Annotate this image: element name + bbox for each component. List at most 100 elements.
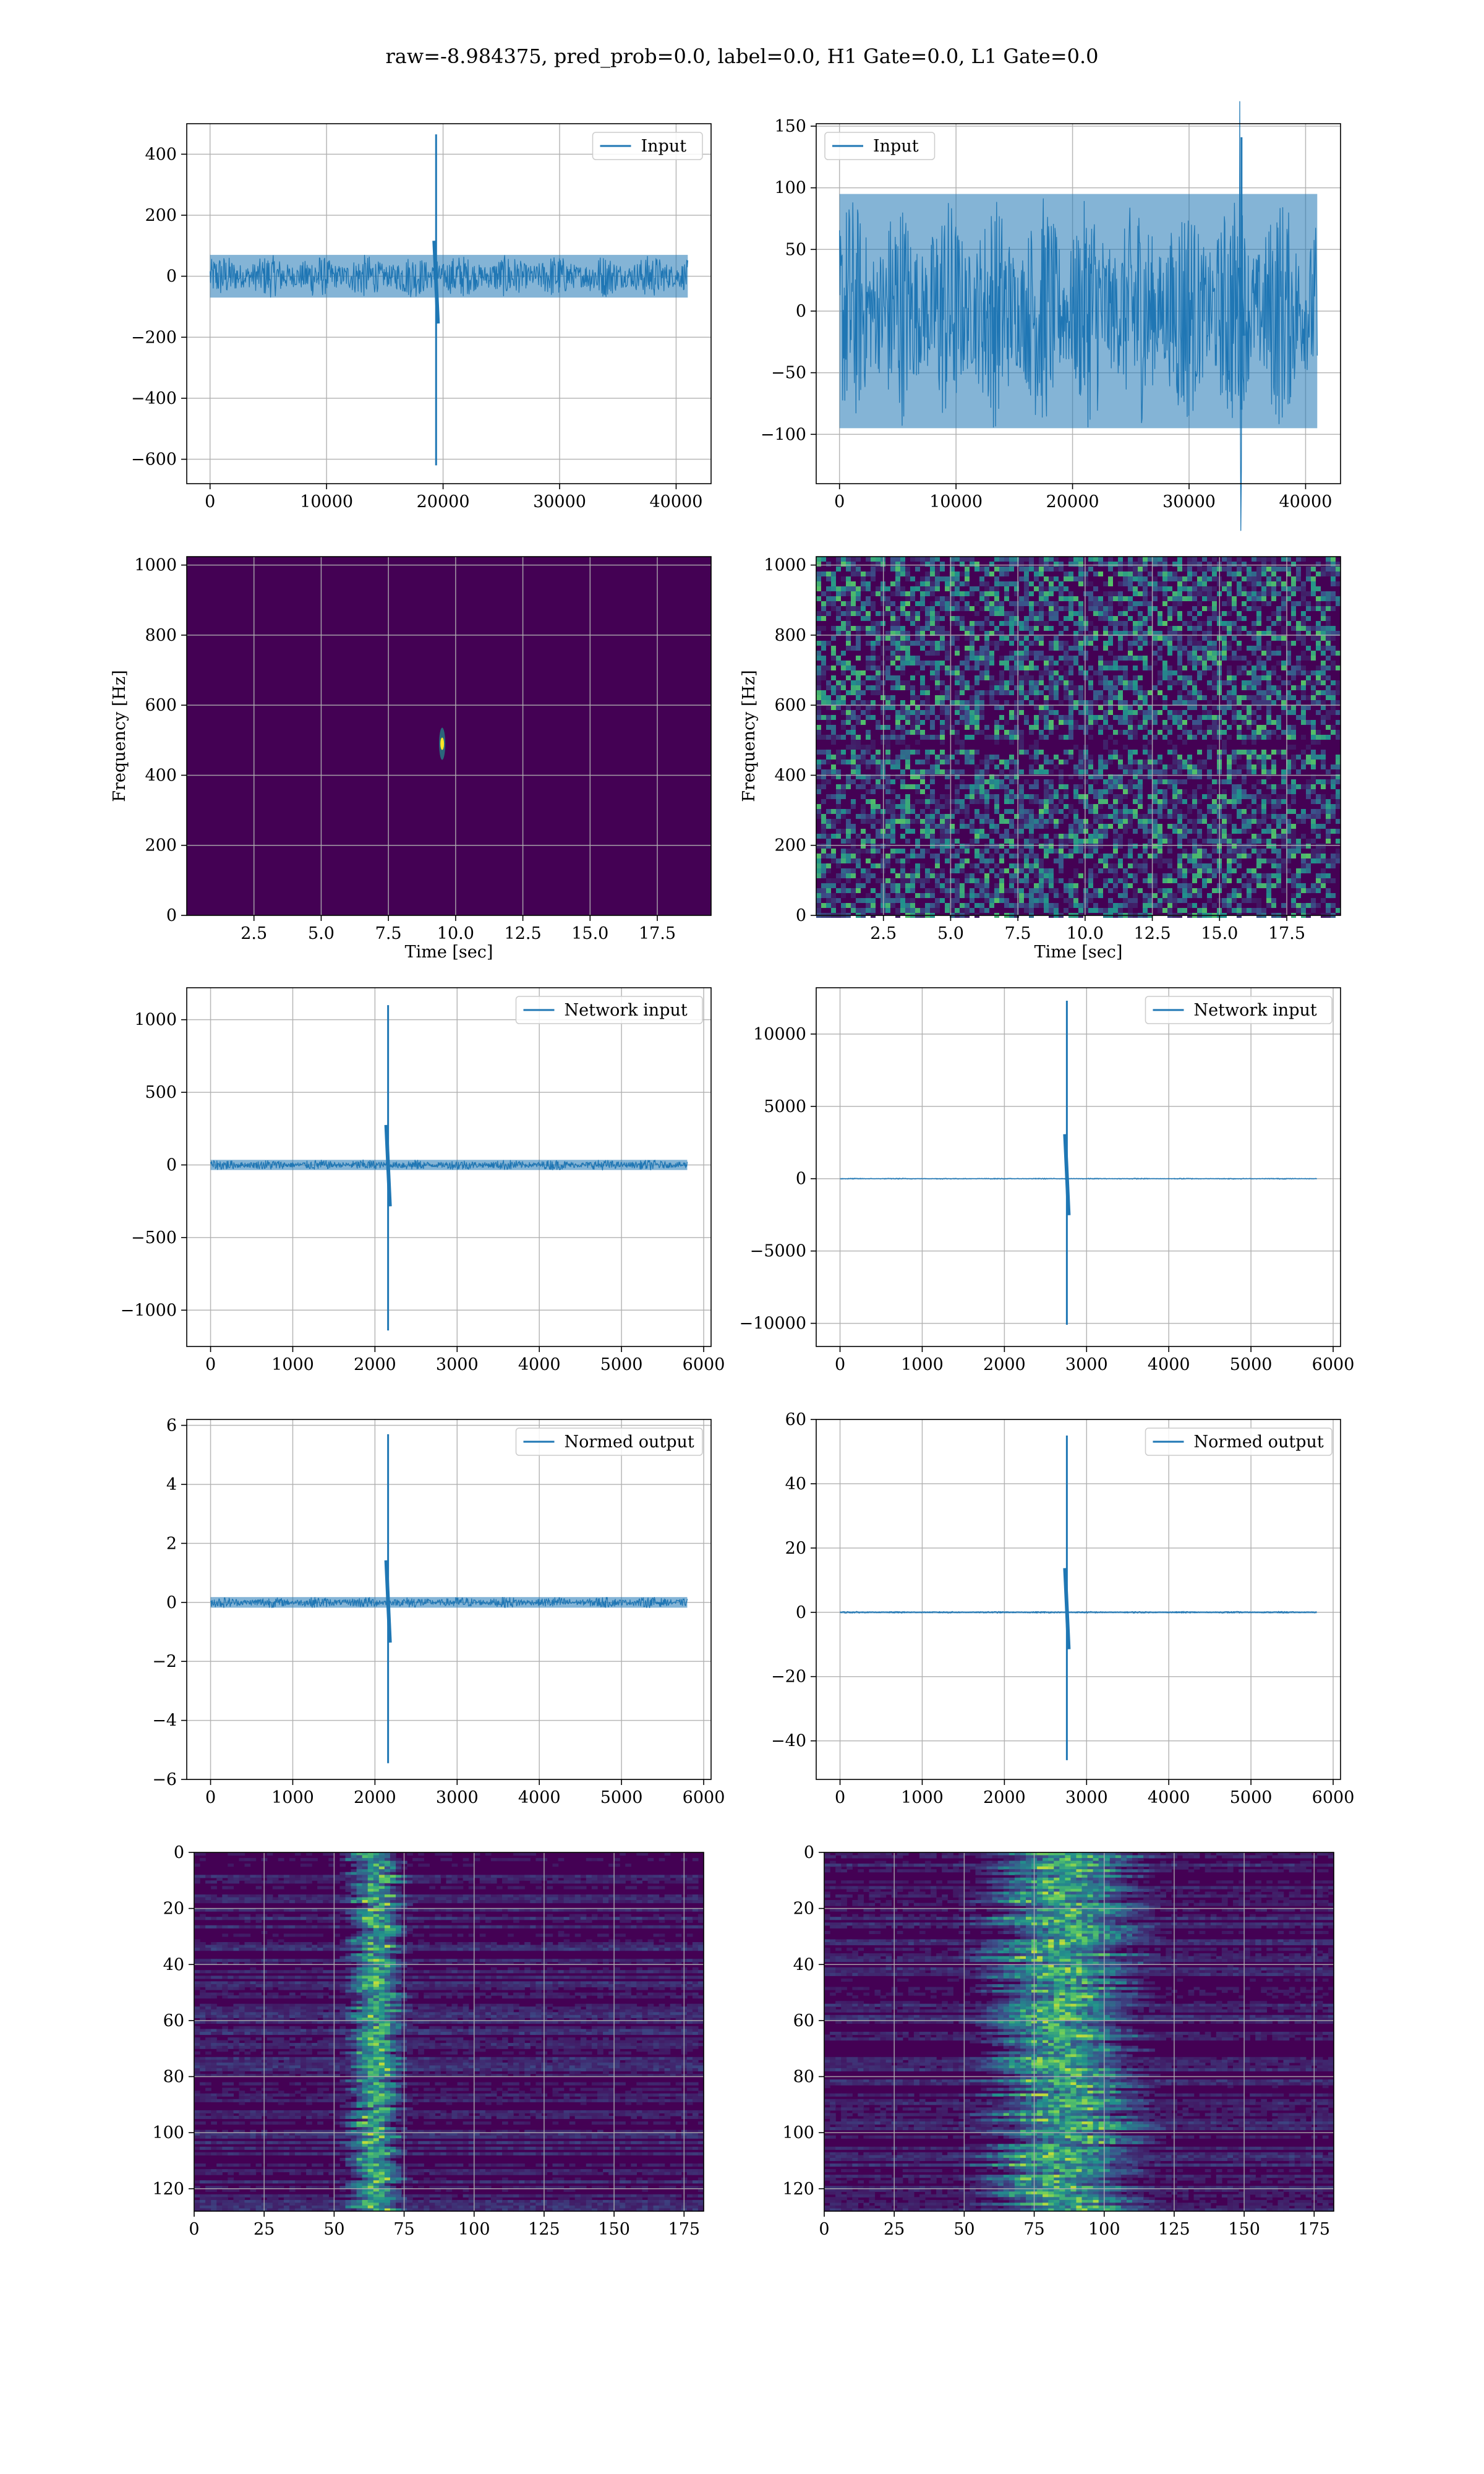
- spectrogram-right-heatmap-cell: [876, 567, 881, 571]
- spectrogram-right-heatmap-cell: [1138, 710, 1143, 715]
- spectrogram-right-heatmap-cell: [1108, 695, 1113, 700]
- spectrogram-right-heatmap-cell: [1202, 557, 1207, 562]
- spectrogram-right-heatmap-cell: [940, 705, 945, 710]
- spectrogram-right-heatmap-cell: [1167, 824, 1172, 829]
- spectrogram-right-heatmap-cell: [945, 641, 950, 646]
- spectrogram-right-heatmap-cell: [1064, 626, 1068, 631]
- spectrogram-right-heatmap-cell: [1331, 903, 1336, 908]
- spectrogram-right-heatmap-cell: [900, 730, 905, 735]
- spectrogram-right-heatmap-cell: [1162, 675, 1167, 680]
- spectrogram-right-heatmap-cell: [1172, 750, 1177, 755]
- spectrogram-right-heatmap-cell: [940, 562, 945, 567]
- spectrogram-right-heatmap-cell: [1247, 680, 1252, 685]
- spectrogram-right-heatmap-cell: [1271, 730, 1276, 735]
- spectrogram-right-heatmap-cell: [1212, 873, 1217, 878]
- input-right-ytick-label-4: 100: [774, 179, 806, 198]
- spectrogram-right-heatmap-cell: [925, 908, 930, 913]
- spectrogram-right-heatmap-cell: [1083, 745, 1088, 750]
- spectrogram-right-heatmap-cell: [1128, 824, 1133, 829]
- spectrogram-right-heatmap-cell: [1247, 794, 1252, 799]
- spectrogram-right-heatmap-cell: [1019, 863, 1024, 868]
- spectrogram-right-heatmap-cell: [994, 586, 999, 591]
- spectrogram-right-heatmap-cell: [866, 715, 871, 720]
- spectrogram-right-heatmap-cell: [1271, 809, 1276, 814]
- spectrogram-right-heatmap-cell: [1321, 646, 1326, 651]
- spectrogram-right-heatmap-cell: [1024, 690, 1029, 695]
- spectrogram-right-heatmap-cell: [905, 794, 910, 799]
- spectrogram-right-heatmap-cell: [970, 557, 974, 562]
- spectrogram-right-heatmap-cell: [1192, 690, 1197, 695]
- spectrogram-right-heatmap-cell: [890, 868, 895, 873]
- spectrogram-right-heatmap-cell: [861, 873, 866, 878]
- spectrogram-right-heatmap-cell: [885, 725, 890, 730]
- spectrogram-right-heatmap-cell: [1162, 586, 1167, 591]
- spectrogram-right-heatmap-cell: [1083, 888, 1088, 893]
- network-input-right-legend: Network input: [1145, 996, 1333, 1024]
- spectrogram-right-heatmap-cell: [925, 661, 930, 666]
- spectrogram-right-heatmap-cell: [1029, 844, 1034, 849]
- spectrogram-right-heatmap-cell: [979, 908, 984, 913]
- spectrogram-right-heatmap-cell: [1019, 878, 1024, 883]
- spectrogram-right-heatmap-cell: [1281, 616, 1286, 621]
- spectrogram-right-heatmap-cell: [1093, 819, 1098, 824]
- spectrogram-right-heatmap-cell: [816, 685, 821, 690]
- spectrogram-right-heatmap-cell: [1024, 675, 1029, 680]
- spectrogram-right-heatmap-cell: [1321, 700, 1326, 705]
- spectrogram-right-heatmap-cell: [1138, 769, 1143, 774]
- spectrogram-right-heatmap-cell: [1261, 562, 1266, 567]
- spectrogram-right-heatmap-cell: [1271, 883, 1276, 888]
- spectrogram-right-heatmap-cell: [841, 883, 846, 888]
- spectrogram-right-heatmap-cell: [1044, 804, 1049, 809]
- spectrogram-right-heatmap-cell: [979, 656, 984, 661]
- spectrogram-right-heatmap-cell: [1088, 700, 1093, 705]
- spectrogram-right-heatmap-cell: [1281, 661, 1286, 666]
- spectrogram-right-heatmap-cell: [930, 868, 935, 873]
- spectrogram-right-heatmap-cell: [925, 814, 930, 819]
- spectrogram-right-heatmap-cell: [994, 755, 999, 760]
- spectrogram-right-heatmap-cell: [900, 661, 905, 666]
- spectrogram-right-heatmap-cell: [1118, 794, 1123, 799]
- spectrogram-right-heatmap-cell: [994, 646, 999, 651]
- spectrogram-right-heatmap-cell: [885, 740, 890, 745]
- spectrogram-right-heatmap-cell: [1167, 834, 1172, 839]
- spectrogram-right-heatmap-cell: [970, 888, 974, 893]
- spectrogram-right-heatmap-cell: [1078, 646, 1083, 651]
- spectrogram-right-heatmap-cell: [1321, 755, 1326, 760]
- spectrogram-right-heatmap-cell: [1044, 586, 1049, 591]
- spectrogram-right-heatmap-cell: [1059, 858, 1064, 863]
- spectrogram-right-heatmap-cell: [1098, 789, 1103, 794]
- spectrogram-right-heatmap-cell: [1237, 878, 1242, 883]
- spectrogram-right-heatmap-cell: [841, 661, 846, 666]
- spectrogram-right-heatmap-cell: [1237, 641, 1242, 646]
- spectrogram-right-heatmap-cell: [1261, 735, 1266, 740]
- spectrogram-right-heatmap-cell: [1187, 735, 1192, 740]
- spectrogram-right-heatmap-cell: [1281, 868, 1286, 873]
- spectrogram-right-heatmap-cell: [1212, 829, 1217, 834]
- spectrogram-right-heatmap-cell: [1014, 824, 1019, 829]
- spectrogram-right-heatmap-cell: [1247, 888, 1252, 893]
- spectrogram-right-heatmap-cell: [1271, 849, 1276, 854]
- spectrogram-right-heatmap-cell: [970, 606, 974, 611]
- spectrogram-right-heatmap-cell: [960, 685, 965, 690]
- spectrogram-right-heatmap-cell: [999, 690, 1004, 695]
- spectrogram-right-heatmap-cell: [955, 695, 960, 700]
- spectrogram-right-heatmap-cell: [1266, 586, 1271, 591]
- spectrogram-right-heatmap-cell: [1276, 715, 1281, 720]
- spectrogram-right-heatmap-cell: [1103, 883, 1108, 888]
- spectrogram-right-heatmap-cell: [1182, 893, 1187, 898]
- spectrogram-right-heatmap-cell: [1177, 576, 1182, 581]
- spectrogram-right-heatmap-cell: [890, 819, 895, 824]
- spectrogram-right-heatmap-cell: [1276, 883, 1281, 888]
- spectrogram-left-ytick-label-1: 200: [145, 836, 177, 855]
- spectrogram-right-heatmap-cell: [1133, 809, 1138, 814]
- spectrogram-right-heatmap-cell: [905, 651, 910, 656]
- spectrogram-right-heatmap-cell: [1108, 774, 1113, 779]
- spectrogram-right-heatmap-cell: [1034, 705, 1039, 710]
- spectrogram-right-heatmap-cell: [1138, 760, 1143, 764]
- spectrogram-right-heatmap-cell: [1044, 819, 1049, 824]
- spectrogram-right-heatmap-cell: [1034, 601, 1039, 606]
- spectrogram-right-heatmap-cell: [935, 878, 940, 883]
- spectrogram-right-heatmap-cell: [910, 661, 915, 666]
- normed-output-right-xtick-label-1: 1000: [901, 1788, 944, 1807]
- spectrogram-right-heatmap-cell: [871, 626, 876, 631]
